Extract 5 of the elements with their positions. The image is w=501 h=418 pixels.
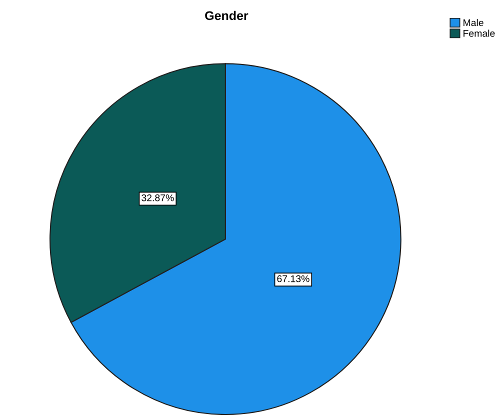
data-label: 67.13% (277, 275, 310, 282)
legend-label: Male (464, 19, 484, 26)
data-label: 32.87% (142, 194, 174, 202)
chart-title: Gender (205, 10, 248, 20)
legend-label: Female (464, 30, 495, 37)
